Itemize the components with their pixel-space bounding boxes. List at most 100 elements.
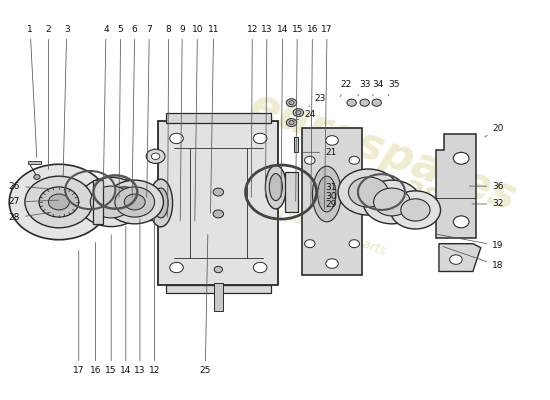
- Text: 15: 15: [292, 25, 303, 201]
- Circle shape: [98, 180, 150, 220]
- Ellipse shape: [153, 188, 168, 218]
- Text: 25: 25: [200, 234, 211, 375]
- Bar: [139, 184, 151, 220]
- Circle shape: [9, 164, 108, 240]
- Text: 33: 33: [358, 80, 371, 96]
- Text: 7: 7: [146, 25, 152, 197]
- Circle shape: [326, 136, 338, 145]
- Circle shape: [401, 199, 430, 221]
- Circle shape: [326, 259, 338, 268]
- Circle shape: [170, 262, 183, 273]
- Circle shape: [287, 118, 297, 126]
- Text: 14: 14: [277, 25, 288, 197]
- Text: 27: 27: [9, 198, 59, 206]
- Text: 18: 18: [443, 246, 504, 270]
- Ellipse shape: [149, 179, 173, 227]
- Circle shape: [107, 187, 141, 213]
- Circle shape: [254, 133, 267, 144]
- Circle shape: [289, 101, 294, 105]
- Circle shape: [372, 99, 382, 106]
- Circle shape: [349, 240, 360, 248]
- Circle shape: [213, 188, 223, 196]
- Circle shape: [338, 169, 399, 215]
- Text: 24: 24: [293, 110, 316, 122]
- Circle shape: [390, 191, 441, 229]
- Text: 10: 10: [191, 25, 203, 221]
- Circle shape: [115, 187, 155, 217]
- Text: 17: 17: [321, 25, 333, 209]
- Bar: [166, 285, 271, 293]
- Ellipse shape: [266, 165, 287, 209]
- Circle shape: [90, 186, 132, 218]
- Bar: [28, 161, 41, 164]
- Circle shape: [289, 120, 294, 124]
- Circle shape: [287, 99, 297, 107]
- Text: 5: 5: [118, 25, 123, 197]
- Text: eurospares: eurospares: [244, 84, 522, 221]
- Text: 29: 29: [319, 200, 337, 209]
- Circle shape: [373, 188, 410, 216]
- Text: 26: 26: [9, 182, 48, 190]
- Text: 35: 35: [388, 80, 400, 96]
- Circle shape: [293, 109, 304, 116]
- Circle shape: [254, 262, 267, 273]
- Circle shape: [296, 111, 301, 114]
- Text: 14: 14: [120, 227, 131, 375]
- Text: 30: 30: [319, 192, 337, 200]
- Bar: [294, 137, 298, 152]
- Circle shape: [151, 153, 160, 160]
- Text: 12: 12: [246, 25, 258, 197]
- Circle shape: [213, 210, 223, 218]
- Circle shape: [453, 152, 469, 164]
- Text: 32: 32: [472, 200, 504, 208]
- Circle shape: [360, 99, 370, 106]
- Bar: [302, 128, 362, 276]
- Text: 13: 13: [134, 219, 146, 375]
- Text: 2: 2: [46, 25, 51, 170]
- Circle shape: [305, 240, 315, 248]
- Bar: [166, 113, 271, 122]
- Text: 20: 20: [485, 124, 504, 137]
- Circle shape: [349, 156, 360, 164]
- Text: 34: 34: [372, 80, 383, 96]
- Polygon shape: [436, 134, 476, 238]
- Text: 9: 9: [179, 25, 185, 221]
- Bar: [93, 180, 103, 224]
- Text: 21: 21: [301, 148, 337, 157]
- Circle shape: [48, 194, 69, 210]
- Circle shape: [39, 187, 79, 217]
- Text: 6: 6: [132, 25, 138, 197]
- Text: 22: 22: [340, 80, 352, 97]
- Text: 36: 36: [469, 182, 504, 190]
- Circle shape: [453, 216, 469, 228]
- Circle shape: [146, 149, 165, 164]
- Text: 31: 31: [319, 183, 337, 192]
- Text: 8: 8: [166, 25, 172, 217]
- Text: 16: 16: [90, 242, 101, 375]
- Text: 11: 11: [208, 25, 219, 213]
- Circle shape: [214, 266, 223, 273]
- Polygon shape: [439, 244, 481, 272]
- Bar: [285, 172, 298, 212]
- Circle shape: [106, 180, 163, 224]
- Circle shape: [124, 194, 145, 210]
- Text: 4: 4: [103, 25, 109, 189]
- Text: 28: 28: [9, 212, 51, 222]
- Circle shape: [349, 177, 388, 207]
- Text: 3: 3: [63, 25, 70, 177]
- Text: 19: 19: [437, 234, 504, 250]
- Text: 15: 15: [106, 234, 117, 375]
- Ellipse shape: [318, 176, 336, 212]
- Circle shape: [450, 255, 462, 264]
- Bar: [158, 120, 278, 286]
- Circle shape: [305, 156, 315, 164]
- Ellipse shape: [270, 174, 282, 200]
- Circle shape: [25, 176, 93, 228]
- Text: 17: 17: [73, 250, 85, 375]
- Ellipse shape: [312, 166, 341, 222]
- Text: 13: 13: [261, 25, 273, 197]
- Text: 23: 23: [309, 94, 326, 107]
- Text: 12: 12: [149, 219, 160, 375]
- Text: 16: 16: [307, 25, 318, 205]
- Circle shape: [170, 133, 183, 144]
